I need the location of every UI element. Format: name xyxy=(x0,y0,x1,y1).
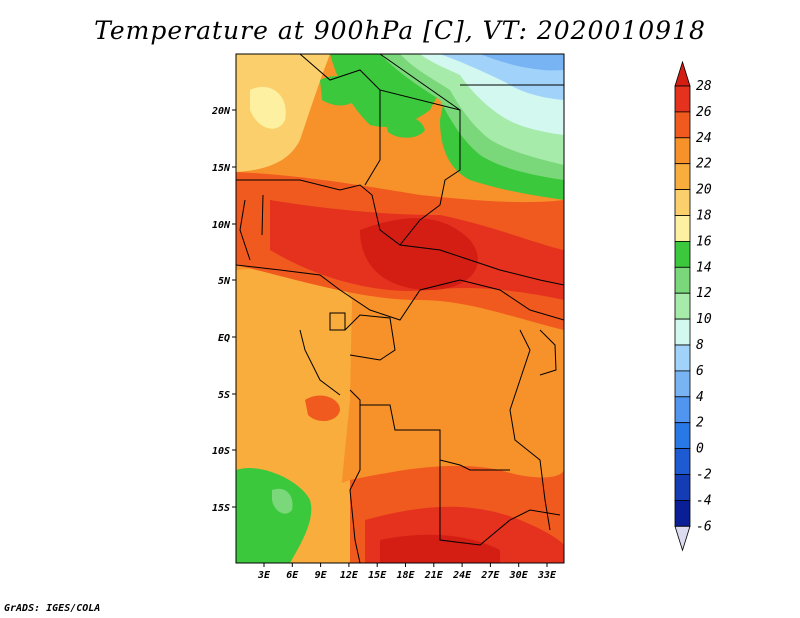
lat-label: 5N xyxy=(218,276,231,287)
boundary-line xyxy=(539,329,557,376)
field-band-above-28-south xyxy=(380,534,500,563)
boundary-line xyxy=(239,199,251,261)
lon-label: 6E xyxy=(286,570,299,581)
colorbar-arrow-bottom xyxy=(674,525,691,552)
boundary-line xyxy=(379,54,461,111)
latitude-labels: 20N 15N 10N 5N EQ 5S 10S 15S xyxy=(211,106,236,514)
longitude-labels: 3E 6E 9E 12E 15E 18E 21E 24E 27E 30E 33E xyxy=(257,563,557,581)
colorbar-band xyxy=(674,344,691,372)
boundary-line xyxy=(236,179,564,286)
lon-label: 3E xyxy=(257,570,271,581)
colorbar-label: 22 xyxy=(696,157,712,172)
lon-label: 9E xyxy=(315,570,328,581)
colorbar-band xyxy=(674,422,691,450)
colorbar-band xyxy=(674,163,691,190)
boundary-line xyxy=(344,314,396,361)
lat-label: 15N xyxy=(212,163,231,174)
field-band-20-22-west xyxy=(236,262,352,500)
lon-label: 33E xyxy=(537,570,557,581)
colorbar-band xyxy=(674,448,691,475)
lat-label: 20N xyxy=(211,106,231,117)
boundary-line xyxy=(299,54,381,186)
lon-label: 12E xyxy=(340,570,359,581)
colorbar-band xyxy=(674,396,691,424)
field-band-4-6 xyxy=(480,54,564,71)
field-band-14-16-southwest xyxy=(236,468,312,563)
colorbar-band xyxy=(674,189,691,216)
lon-label: 24E xyxy=(452,570,472,581)
field-green-patch-1 xyxy=(320,75,360,106)
lat-label: 5S xyxy=(218,390,230,401)
colorbar-label: 20 xyxy=(696,183,712,198)
colorbar-band xyxy=(674,266,691,294)
lat-label: 10S xyxy=(212,446,230,457)
colorbar-label: 2 xyxy=(696,416,704,431)
lon-label: 21E xyxy=(424,570,444,581)
colorbar-label: -6 xyxy=(696,519,712,534)
colorbar-label: 12 xyxy=(696,286,712,301)
colorbar-label: 18 xyxy=(696,209,712,224)
field-hotspot-west xyxy=(305,395,340,422)
colorbar-label: 26 xyxy=(696,105,712,120)
lat-label: EQ xyxy=(218,333,230,344)
colorbar-label: 14 xyxy=(696,260,712,275)
colorbar-label: 4 xyxy=(696,390,704,405)
colorbar-label: 10 xyxy=(696,312,712,327)
colorbar-band xyxy=(674,137,691,165)
colorbar-label: -2 xyxy=(696,468,712,483)
colorbar-band xyxy=(674,85,691,113)
field-band-16-18-north xyxy=(250,86,286,129)
colorbar-band xyxy=(674,111,691,139)
lat-label: 15S xyxy=(212,503,230,514)
lat-label: 10N xyxy=(212,220,231,231)
country-boundaries xyxy=(236,54,564,563)
boundary-line xyxy=(261,194,264,236)
chart-title: Temperature at 900hPa [C], VT: 202001091… xyxy=(94,16,706,45)
field-green-patch-2 xyxy=(385,115,425,138)
colorbar-band xyxy=(674,318,691,346)
boundary-line xyxy=(439,460,561,546)
colorbar-band xyxy=(674,240,691,268)
colorbar-label: 16 xyxy=(696,234,712,249)
lon-label: 15E xyxy=(368,570,387,581)
field-band-12-14-southwest xyxy=(272,488,293,514)
colorbar-label: 0 xyxy=(696,442,704,457)
colorbar-band xyxy=(674,215,691,242)
boundary-line xyxy=(299,329,341,396)
colorbar-band xyxy=(674,292,691,320)
colorbar-label: 24 xyxy=(696,131,712,146)
lon-label: 27E xyxy=(480,570,500,581)
colorbar-band xyxy=(674,474,691,501)
colorbar-arrow-top xyxy=(674,60,691,87)
colorbar-label: 6 xyxy=(696,364,704,379)
map-frame xyxy=(235,53,565,564)
lon-label: 18E xyxy=(396,570,415,581)
boundary-line xyxy=(349,389,361,563)
boundary-line xyxy=(236,264,564,321)
footer-credit: GrADS: IGES/COLA xyxy=(4,603,101,614)
colorbar-band xyxy=(674,370,691,398)
temperature-field xyxy=(236,54,564,563)
colorbar-label: -4 xyxy=(696,493,712,508)
colorbar-band xyxy=(674,499,691,527)
boundary-line xyxy=(509,329,551,531)
lon-label: 30E xyxy=(509,570,529,581)
field-band-above-28-central xyxy=(360,218,478,290)
colorbar-label: 8 xyxy=(696,338,704,353)
colorbar-label: 28 xyxy=(696,79,712,94)
